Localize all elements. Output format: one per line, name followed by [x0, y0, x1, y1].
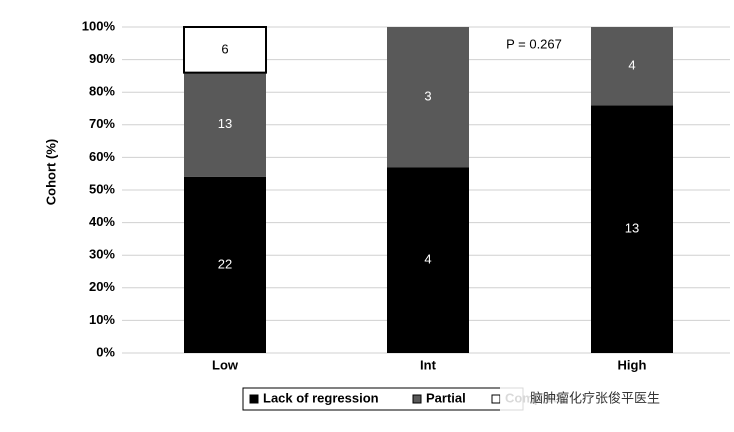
y-tick-label: 0%	[96, 344, 115, 359]
y-tick-label: 50%	[89, 181, 115, 196]
bar-segment	[387, 167, 469, 353]
data-label: 3	[424, 89, 431, 104]
bar-segment	[591, 27, 673, 106]
x-tick-label: Low	[212, 357, 239, 372]
y-tick-label: 60%	[89, 149, 115, 164]
bar-segment	[183, 26, 267, 74]
legend-label: Lack of regression	[263, 390, 379, 405]
bar-segment	[184, 72, 266, 177]
data-label: 6	[221, 41, 228, 56]
y-tick-label: 100%	[82, 18, 116, 33]
data-label: 13	[625, 221, 639, 236]
y-tick-label: 90%	[89, 51, 115, 66]
watermark: 脑肿瘤化疗张俊平医生	[530, 390, 660, 405]
legend-label: Partial	[426, 390, 466, 405]
y-tick-label: 80%	[89, 84, 115, 99]
watermark-bg	[500, 386, 720, 412]
legend-swatch	[249, 394, 259, 404]
data-label: 22	[218, 256, 232, 271]
bar-segment	[387, 27, 469, 168]
data-label: 4	[628, 58, 635, 73]
bar-segment	[591, 105, 673, 354]
y-tick-label: 40%	[89, 214, 115, 229]
annotation: P = 0.267	[506, 36, 562, 51]
y-tick-label: 70%	[89, 116, 115, 131]
data-label: 13	[218, 116, 232, 131]
data-label: 4	[424, 252, 431, 267]
legend-swatch	[412, 394, 422, 404]
y-tick-label: 30%	[89, 247, 115, 262]
x-tick-label: Int	[420, 357, 437, 372]
bar-segment	[184, 176, 266, 353]
y-tick-label: 20%	[89, 279, 115, 294]
y-axis-label: Cohort (%)	[43, 139, 58, 205]
x-tick-label: High	[618, 357, 647, 372]
y-tick-label: 10%	[89, 312, 115, 327]
legend-swatch	[491, 394, 501, 404]
